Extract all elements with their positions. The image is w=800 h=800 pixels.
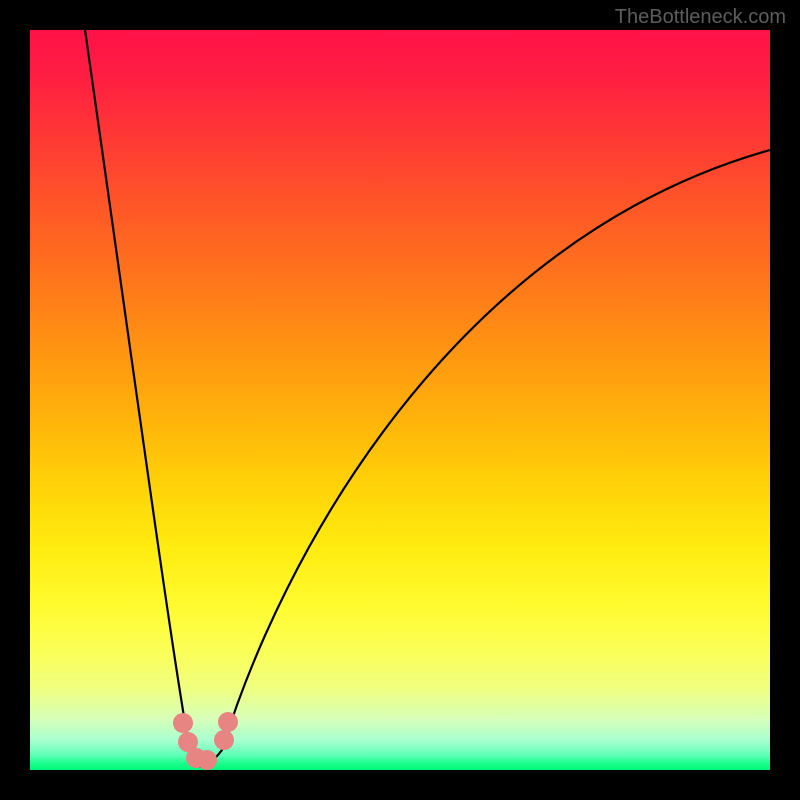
watermark-text: TheBottleneck.com bbox=[615, 6, 786, 29]
plot-area bbox=[30, 30, 770, 770]
